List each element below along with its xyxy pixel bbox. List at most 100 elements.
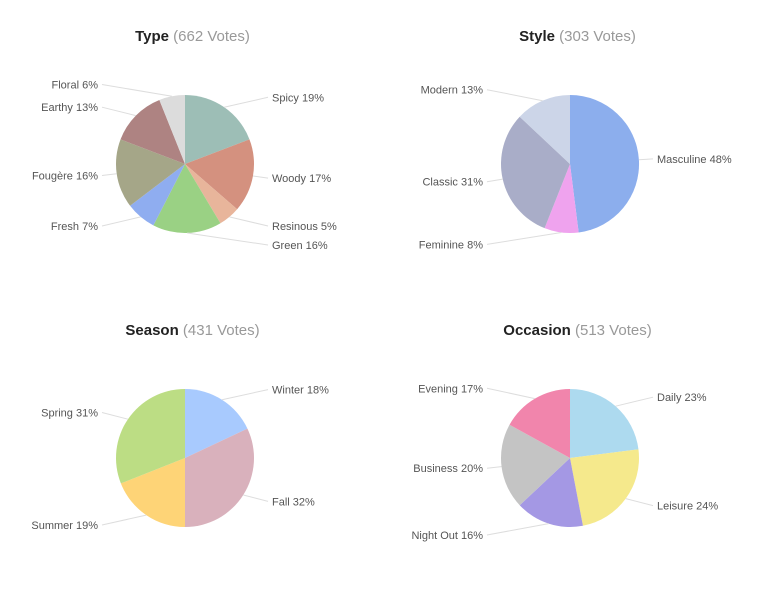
pie-slice-earthy (120, 99, 185, 164)
pie-label-name: Floral (52, 80, 80, 92)
pie-leader-line (486, 387, 536, 400)
pie-label-percent: 16% (303, 240, 328, 252)
pie-label-percent: 19% (299, 92, 324, 104)
pie-label-name: Classic (422, 177, 458, 189)
chart-vote-count: (513 Votes) (574, 322, 652, 339)
chart-title-name: Occasion (503, 322, 571, 339)
pie-data-label-resinous: Resinous 5% (272, 221, 337, 233)
pie-data-label-green: Green 16% (272, 240, 328, 252)
pie-label-percent: 7% (79, 221, 98, 233)
pie-data-label-leisure: Leisure 24% (657, 501, 718, 513)
pie-data-label-classic: Classic 31% (422, 177, 483, 189)
pie-label-name: Modern (421, 85, 458, 97)
pie-leader-line (101, 216, 141, 227)
pie-slice-modern (519, 95, 570, 164)
pie-leader-line (625, 498, 654, 507)
pie-label-name: Daily (657, 392, 682, 404)
chart-panel-style: Style (303 Votes) Masculine 48% Feminine … (385, 0, 770, 297)
pie-leader-line (486, 232, 562, 245)
pie-data-label-summer: Summer 19% (31, 520, 98, 532)
pie-data-label-daily: Daily 23% (657, 392, 707, 404)
pie-label-name: Woody (272, 173, 307, 185)
pie-slice-daily (570, 389, 639, 458)
pie-slice-leisure (570, 449, 640, 526)
pie-slice-spicy (185, 95, 250, 164)
pie-data-label-night-out: Night Out 16% (411, 530, 483, 542)
pie-chart-type: Spicy 19% Woody 17% Resinous 5% Green 16% Fr… (32, 80, 337, 253)
pie-label-name: Masculine (657, 154, 707, 166)
pie-data-label-floral: Floral 6% (52, 80, 99, 92)
pie-label-name: Spring (41, 408, 73, 420)
pie-data-label-spicy: Spicy 19% (272, 92, 324, 104)
pie-leader-line (101, 514, 147, 526)
pie-label-name: Evening (418, 383, 458, 395)
pie-leader-line (252, 175, 269, 179)
pie-leader-line (486, 523, 549, 536)
pie-slice-woody (185, 139, 255, 210)
pie-slice-masculine (570, 94, 640, 233)
pie-slice-classic (501, 116, 570, 229)
pie-data-label-earthy: Earthy 13% (41, 102, 98, 114)
pie-data-label-evening: Evening 17% (418, 383, 483, 395)
pie-slice-business (500, 424, 570, 506)
pie-label-percent: 17% (458, 383, 483, 395)
pie-data-label-business: Business 20% (413, 463, 483, 475)
pie-slice-feminine (544, 164, 579, 234)
pie-label-name: Spicy (272, 92, 299, 104)
pie-label-name: Fall (272, 496, 290, 508)
pie-label-name: Green (272, 240, 303, 252)
chart-vote-count: (662 Votes) (173, 28, 250, 45)
pie-slice-summer (120, 458, 185, 527)
pie-label-percent: 16% (458, 530, 483, 542)
pie-label-percent: 24% (693, 501, 718, 513)
pie-label-percent: 13% (458, 85, 483, 97)
pie-leader-line (221, 389, 269, 401)
pie-label-name: Night Out (411, 530, 457, 542)
pie-data-label-modern: Modern 13% (421, 85, 484, 97)
pie-data-label-feminine: Feminine 8% (419, 239, 483, 251)
pie-chart-season: Winter 18% Fall 32% Summer 19% Spring 31% (31, 385, 329, 532)
chart-title: Occasion (513 Votes) (385, 322, 770, 339)
pie-slice-spring (116, 389, 185, 484)
pie-label-percent: 31% (458, 177, 483, 189)
pie-slice-fougere (115, 139, 185, 206)
pie-label-percent: 19% (73, 520, 98, 532)
pie-label-percent: 16% (73, 171, 98, 183)
pie-data-label-fresh: Fresh 7% (51, 221, 98, 233)
pie-label-name: Fresh (51, 221, 79, 233)
pie-data-label-fougere: Fougère 16% (32, 171, 98, 183)
pie-data-label-winter: Winter 18% (272, 385, 329, 397)
pie-leader-line (486, 178, 503, 183)
pie-slice-green (153, 164, 221, 233)
pie-leader-line (223, 96, 269, 108)
pie-data-label-woody: Woody 17% (272, 173, 331, 185)
pie-slice-fall (185, 428, 254, 527)
pie-label-name: Feminine (419, 239, 464, 251)
pie-data-label-spring: Spring 31% (41, 408, 98, 420)
pie-leader-line (101, 84, 172, 97)
pie-slice-fresh (130, 164, 185, 226)
pie-leader-line (486, 466, 502, 469)
pie-label-name: Earthy (41, 102, 73, 114)
pie-data-label-masculine: Masculine 48% (657, 154, 732, 166)
pie-leader-line (486, 89, 543, 102)
pie-chart-style: Masculine 48% Feminine 8% Classic 31% Moder… (419, 85, 732, 252)
pie-data-label-fall: Fall 32% (272, 496, 315, 508)
pie-label-percent: 13% (73, 102, 98, 114)
pie-slice-night-out (519, 458, 583, 528)
pie-label-name: Summer (31, 520, 73, 532)
chart-vote-count: (431 Votes) (182, 322, 260, 339)
pie-label-percent: 5% (318, 221, 337, 233)
pie-leader-line (101, 412, 129, 420)
pie-leader-line (229, 216, 269, 227)
chart-title: Type (662 Votes) (0, 28, 385, 45)
pie-leader-line (187, 232, 269, 246)
pie-label-percent: 20% (458, 463, 483, 475)
pie-label-name: Business (413, 463, 458, 475)
chart-panel-type: Type (662 Votes) Spicy 19% Woody 17% Resin… (0, 0, 385, 297)
pie-label-percent: 17% (306, 173, 331, 185)
chart-title: Style (303 Votes) (385, 28, 770, 45)
pie-leader-line (638, 158, 654, 161)
chart-panel-occasion: Occasion (513 Votes) Daily 23% Leisure 24… (385, 294, 770, 591)
pie-label-name: Winter (272, 385, 304, 397)
